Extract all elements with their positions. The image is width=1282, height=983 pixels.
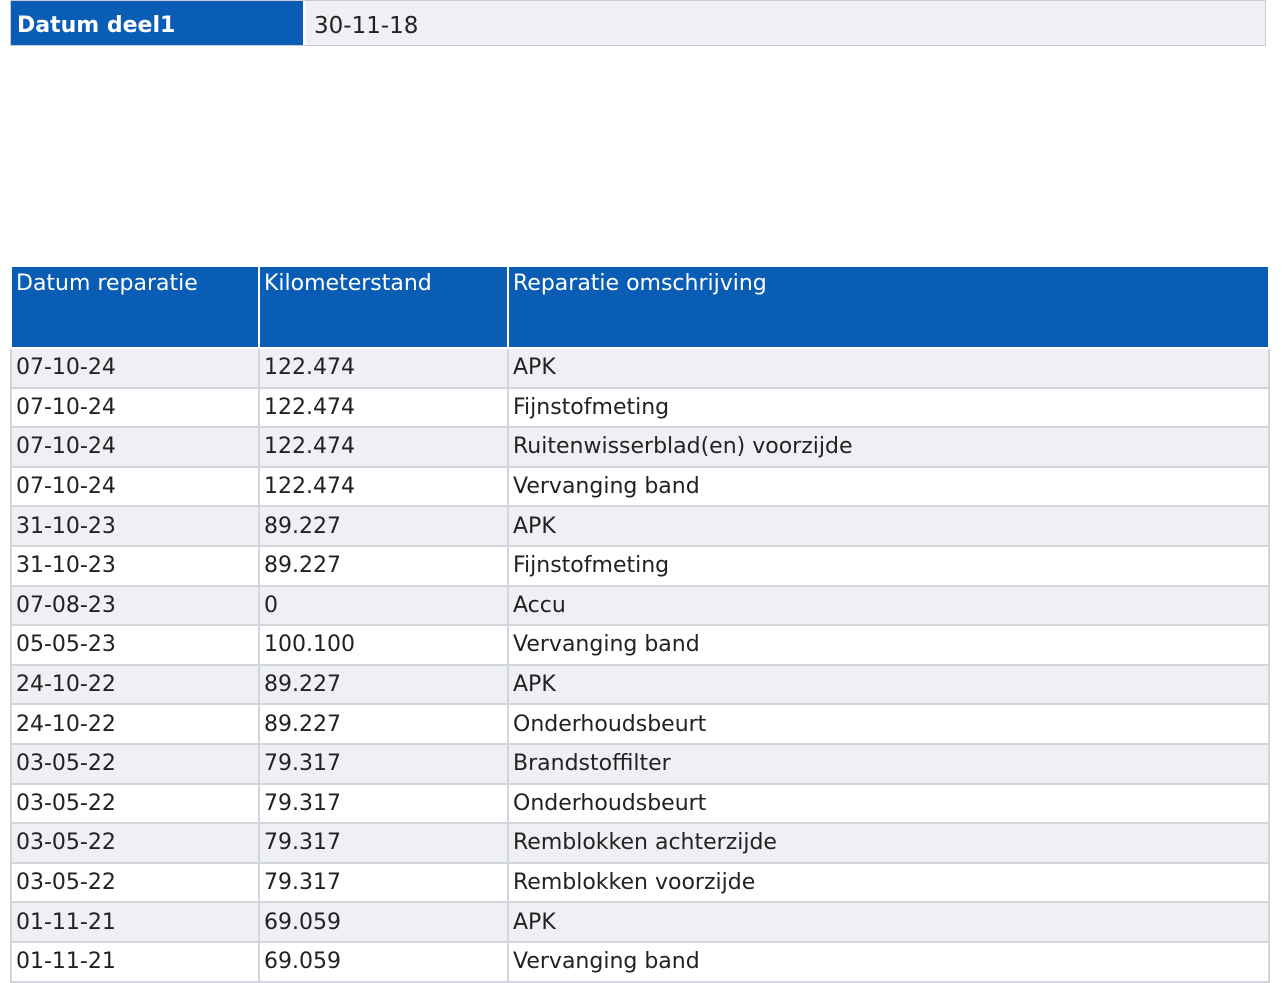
table-row: 01-11-21 69.059 Vervanging band [10, 940, 1270, 983]
table-row: 07-10-24 122.474 Ruitenwisserblad(en) vo… [10, 426, 1270, 468]
cell-datum: 05-05-23 [10, 624, 260, 666]
cell-datum: 24-10-22 [10, 703, 260, 745]
datum-deel1-value: 30-11-18 [306, 1, 1265, 45]
cell-datum: 24-10-22 [10, 663, 260, 706]
cell-omschrijving: Fijnstofmeting [507, 544, 1270, 587]
table-row: 07-10-24 122.474 Vervanging band [10, 465, 1270, 508]
cell-omschrijving: APK [507, 901, 1270, 943]
table-row: 03-05-22 79.317 Onderhoudsbeurt [10, 782, 1270, 825]
cell-datum: 31-10-23 [10, 505, 260, 547]
datum-deel1-label: Datum deel1 [11, 1, 306, 45]
cell-kilometerstand: 89.227 [258, 505, 509, 547]
cell-datum: 07-10-24 [10, 465, 260, 508]
cell-omschrijving: Onderhoudsbeurt [507, 703, 1270, 745]
table-header-row: Datum reparatie Kilometerstand Reparatie… [10, 265, 1270, 349]
cell-datum: 03-05-22 [10, 742, 260, 785]
cell-omschrijving: Ruitenwisserblad(en) voorzijde [507, 426, 1270, 468]
table-row: 24-10-22 89.227 Onderhoudsbeurt [10, 703, 1270, 745]
table-row: 31-10-23 89.227 Fijnstofmeting [10, 544, 1270, 587]
cell-kilometerstand: 0 [258, 584, 509, 627]
table-row: 07-10-24 122.474 Fijnstofmeting [10, 386, 1270, 429]
cell-datum: 07-10-24 [10, 426, 260, 468]
table-row: 24-10-22 89.227 APK [10, 663, 1270, 706]
repair-history-table: Datum reparatie Kilometerstand Reparatie… [10, 265, 1270, 983]
column-header-reparatie-omschrijving: Reparatie omschrijving [507, 265, 1270, 349]
cell-omschrijving: Onderhoudsbeurt [507, 782, 1270, 825]
table-row: 03-05-22 79.317 Remblokken voorzijde [10, 861, 1270, 904]
cell-omschrijving: Fijnstofmeting [507, 386, 1270, 429]
cell-datum: 01-11-21 [10, 940, 260, 983]
cell-datum: 03-05-22 [10, 822, 260, 864]
table-row: 07-08-23 0 Accu [10, 584, 1270, 627]
cell-kilometerstand: 122.474 [258, 386, 509, 429]
cell-kilometerstand: 122.474 [258, 426, 509, 468]
table-row: 05-05-23 100.100 Vervanging band [10, 624, 1270, 666]
table-row: 03-05-22 79.317 Brandstoffilter [10, 742, 1270, 785]
cell-omschrijving: Remblokken voorzijde [507, 861, 1270, 904]
table-row: 01-11-21 69.059 APK [10, 901, 1270, 943]
cell-kilometerstand: 79.317 [258, 822, 509, 864]
cell-omschrijving: Brandstoffilter [507, 742, 1270, 785]
cell-omschrijving: Accu [507, 584, 1270, 627]
cell-omschrijving: APK [507, 505, 1270, 547]
cell-kilometerstand: 100.100 [258, 624, 509, 666]
cell-datum: 03-05-22 [10, 782, 260, 825]
table-row: 31-10-23 89.227 APK [10, 505, 1270, 547]
cell-datum: 07-08-23 [10, 584, 260, 627]
cell-kilometerstand: 69.059 [258, 901, 509, 943]
cell-kilometerstand: 122.474 [258, 347, 509, 389]
datum-deel1-row: Datum deel1 30-11-18 [10, 0, 1266, 46]
table-row: 07-10-24 122.474 APK [10, 347, 1270, 389]
repair-history-table-container: Datum reparatie Kilometerstand Reparatie… [10, 265, 1270, 983]
cell-omschrijving: Vervanging band [507, 465, 1270, 508]
cell-kilometerstand: 69.059 [258, 940, 509, 983]
cell-datum: 31-10-23 [10, 544, 260, 587]
cell-omschrijving: APK [507, 347, 1270, 389]
cell-kilometerstand: 122.474 [258, 465, 509, 508]
cell-kilometerstand: 89.227 [258, 703, 509, 745]
column-header-datum-reparatie: Datum reparatie [10, 265, 260, 349]
table-body: 07-10-24 122.474 APK 07-10-24 122.474 Fi… [10, 347, 1270, 983]
cell-kilometerstand: 89.227 [258, 544, 509, 587]
cell-kilometerstand: 79.317 [258, 782, 509, 825]
column-header-kilometerstand: Kilometerstand [258, 265, 509, 349]
table-row: 03-05-22 79.317 Remblokken achterzijde [10, 822, 1270, 864]
cell-omschrijving: Remblokken achterzijde [507, 822, 1270, 864]
cell-omschrijving: Vervanging band [507, 624, 1270, 666]
cell-kilometerstand: 89.227 [258, 663, 509, 706]
cell-kilometerstand: 79.317 [258, 742, 509, 785]
cell-datum: 07-10-24 [10, 386, 260, 429]
cell-omschrijving: Vervanging band [507, 940, 1270, 983]
cell-datum: 01-11-21 [10, 901, 260, 943]
cell-datum: 03-05-22 [10, 861, 260, 904]
cell-kilometerstand: 79.317 [258, 861, 509, 904]
cell-datum: 07-10-24 [10, 347, 260, 389]
cell-omschrijving: APK [507, 663, 1270, 706]
